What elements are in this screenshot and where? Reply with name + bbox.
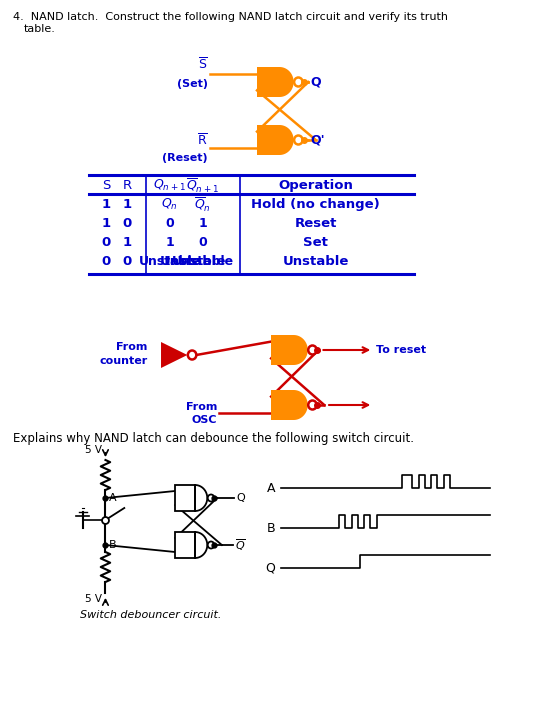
Text: 0: 0 <box>198 236 207 249</box>
Bar <box>257 67 279 97</box>
Text: $\overline{\mathsf{R}}$: $\overline{\mathsf{R}}$ <box>197 132 208 148</box>
Polygon shape <box>161 342 187 368</box>
Text: Switch debouncer circuit.: Switch debouncer circuit. <box>80 610 221 620</box>
Text: $Q_{n+1}$: $Q_{n+1}$ <box>153 178 186 193</box>
Bar <box>257 125 279 155</box>
Polygon shape <box>279 125 294 155</box>
Text: 1: 1 <box>123 198 132 211</box>
Text: OSC: OSC <box>192 415 217 425</box>
Text: Explains why NAND latch can debounce the following switch circuit.: Explains why NAND latch can debounce the… <box>13 432 414 445</box>
Circle shape <box>208 495 215 501</box>
Text: B: B <box>266 521 275 535</box>
Text: (Reset): (Reset) <box>163 153 208 163</box>
Text: $\overline{\mathsf{S}}$: $\overline{\mathsf{S}}$ <box>198 57 208 72</box>
Text: 0: 0 <box>102 255 111 268</box>
Text: Hold (no change): Hold (no change) <box>251 198 380 211</box>
Circle shape <box>208 541 215 548</box>
Text: $\overline{Q}_n$: $\overline{Q}_n$ <box>194 195 211 213</box>
Text: 0: 0 <box>165 217 174 230</box>
Text: Reset: Reset <box>294 217 337 230</box>
Circle shape <box>308 400 317 410</box>
Text: Q: Q <box>310 75 321 89</box>
Text: From: From <box>186 402 217 412</box>
Text: Q': Q' <box>310 133 325 147</box>
Text: 5 V: 5 V <box>85 445 102 455</box>
Bar <box>175 532 195 558</box>
Bar <box>175 485 195 511</box>
Circle shape <box>294 77 303 87</box>
Text: Unstable: Unstable <box>171 255 233 268</box>
Text: $\mathsf{R}$: $\mathsf{R}$ <box>122 179 133 192</box>
Text: 1: 1 <box>102 217 111 230</box>
Text: counter: counter <box>100 356 148 366</box>
Text: 1: 1 <box>102 198 111 211</box>
Text: 4.  NAND latch.  Construct the following NAND latch circuit and verify its truth: 4. NAND latch. Construct the following N… <box>13 12 448 22</box>
Text: 5 V: 5 V <box>85 594 102 604</box>
Text: To reset: To reset <box>376 345 426 355</box>
Text: Q: Q <box>236 493 244 503</box>
Bar <box>271 335 294 365</box>
Bar <box>271 390 294 420</box>
Polygon shape <box>294 335 308 365</box>
Polygon shape <box>279 67 294 97</box>
Circle shape <box>188 351 196 359</box>
Text: 0: 0 <box>102 236 111 249</box>
Text: A: A <box>266 481 275 495</box>
Text: Unstable: Unstable <box>282 255 349 268</box>
Text: 1: 1 <box>165 236 174 249</box>
Text: 0: 0 <box>123 255 132 268</box>
Circle shape <box>294 135 303 145</box>
Text: 0: 0 <box>123 217 132 230</box>
Text: Operation: Operation <box>278 179 353 192</box>
Text: B: B <box>109 540 117 550</box>
Text: $\mathsf{S}$: $\mathsf{S}$ <box>102 179 111 192</box>
Text: $\overline{Q}$: $\overline{Q}$ <box>235 537 246 553</box>
Text: A: A <box>109 493 117 503</box>
Text: Q: Q <box>265 561 275 574</box>
Text: Set: Set <box>303 236 328 249</box>
Text: From: From <box>117 342 148 352</box>
Text: Unstable: Unstable <box>160 255 226 268</box>
Text: $Q_n$: $Q_n$ <box>161 197 178 212</box>
Text: (Set): (Set) <box>177 79 208 89</box>
Text: 1: 1 <box>198 217 207 230</box>
Text: $\overline{Q}_{n+1}$: $\overline{Q}_{n+1}$ <box>186 176 219 195</box>
Circle shape <box>308 346 317 354</box>
Text: Unstable: Unstable <box>139 255 201 268</box>
Text: table.: table. <box>24 24 56 34</box>
Text: 1: 1 <box>123 236 132 249</box>
Polygon shape <box>294 390 308 420</box>
